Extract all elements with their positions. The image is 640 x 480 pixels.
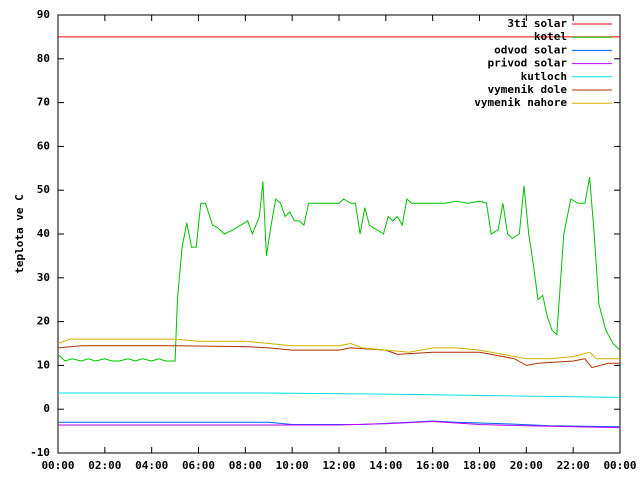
x-tick-label: 02:00 (88, 459, 121, 472)
y-tick-label: 20 (37, 315, 50, 328)
x-tick-label: 06:00 (182, 459, 215, 472)
plot-frame (57, 14, 621, 454)
x-tick-label: 10:00 (276, 459, 309, 472)
y-axis-label: teplota ve C (13, 194, 26, 273)
y-tick-label: -10 (30, 446, 50, 459)
legend-label: vymenik dole (488, 83, 568, 96)
x-tick-label: 04:00 (135, 459, 168, 472)
y-tick-label: 90 (37, 8, 50, 21)
x-tick-label: 20:00 (510, 459, 543, 472)
x-tick-label: 22:00 (557, 459, 590, 472)
y-tick-label: 60 (37, 139, 50, 152)
y-tick-label: 70 (37, 96, 50, 109)
x-tick-label: 18:00 (463, 459, 496, 472)
y-tick-label: 10 (37, 358, 50, 371)
y-tick-label: 40 (37, 227, 50, 240)
x-tick-label: 14:00 (369, 459, 402, 472)
x-tick-label: 00:00 (603, 459, 636, 472)
x-tick-label: 12:00 (322, 459, 355, 472)
legend-label: 3ti solar (507, 17, 567, 30)
x-tick-label: 08:00 (229, 459, 262, 472)
legend-label: kotel (534, 30, 567, 43)
y-tick-label: 30 (37, 271, 50, 284)
y-tick-label: 50 (37, 183, 50, 196)
series-line (58, 392, 621, 398)
x-tick-label: 16:00 (416, 459, 449, 472)
y-tick-label: 80 (37, 52, 50, 65)
legend-label: vymenik nahore (474, 96, 567, 109)
series-line (58, 420, 621, 429)
legend-label: privod solar (488, 57, 568, 70)
series-line (57, 338, 620, 360)
series-line (57, 345, 620, 369)
series-line (57, 177, 621, 362)
legend-label: odvod solar (494, 43, 567, 56)
y-tick-label: 0 (43, 402, 50, 415)
x-tick-label: 00:00 (41, 459, 74, 472)
legend-label: kutloch (521, 70, 567, 83)
